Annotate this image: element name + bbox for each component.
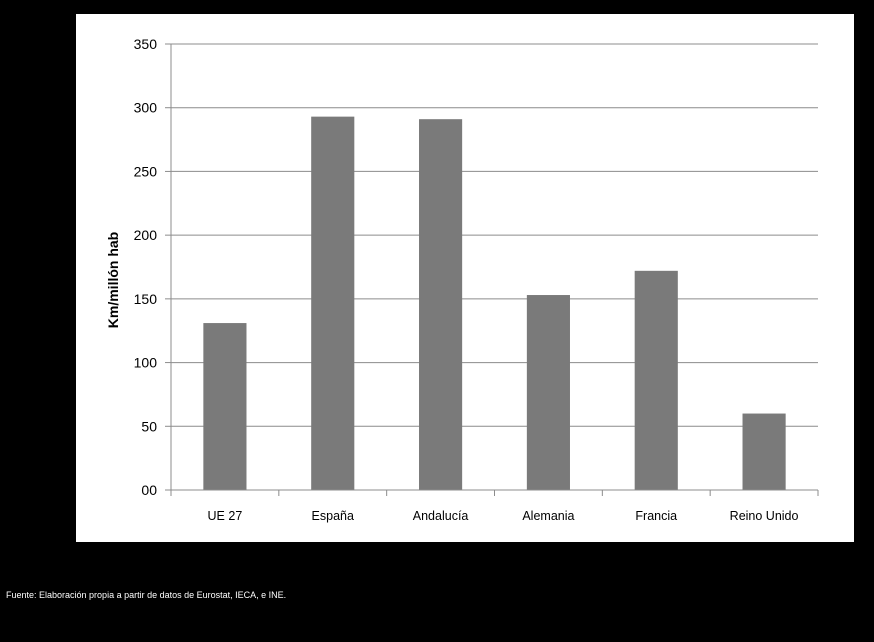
y-axis-title: Km/millón hab — [105, 232, 121, 328]
bar-0 — [203, 323, 247, 490]
x-category-label: Reino Unido — [730, 509, 799, 523]
bar-5 — [742, 413, 786, 490]
y-tick-label: 50 — [141, 418, 157, 434]
gridlines — [171, 43, 818, 427]
labels: 00 50 100 150 200 250 300 350 UE 27 España Andaluc… — [134, 36, 799, 523]
y-tick-label: 150 — [134, 291, 158, 307]
y-tick-label: 350 — [134, 36, 158, 52]
y-tick-label: 200 — [134, 227, 158, 243]
y-tick-label: 100 — [134, 355, 158, 371]
bar-chart: 00 50 100 150 200 250 300 350 UE 27 España Andaluc… — [105, 36, 819, 523]
x-category-label: UE 27 — [208, 509, 243, 523]
bar-2 — [419, 119, 463, 490]
bar-4 — [634, 270, 678, 490]
y-tick-label: 00 — [141, 482, 157, 498]
x-category-label: Francia — [635, 509, 677, 523]
y-tick-label: 250 — [134, 163, 158, 179]
x-category-label: España — [312, 509, 354, 523]
source-footnote: Fuente: Elaboración propia a partir de d… — [6, 590, 287, 600]
bar-3 — [526, 295, 570, 490]
bar-1 — [311, 116, 355, 491]
x-category-label: Alemania — [522, 509, 574, 523]
y-tick-label: 300 — [134, 100, 158, 116]
bars — [203, 116, 786, 491]
x-category-label: Andalucía — [413, 509, 469, 523]
chart-panel: 00 50 100 150 200 250 300 350 UE 27 España Andaluc… — [76, 14, 854, 542]
axes — [165, 43, 819, 496]
